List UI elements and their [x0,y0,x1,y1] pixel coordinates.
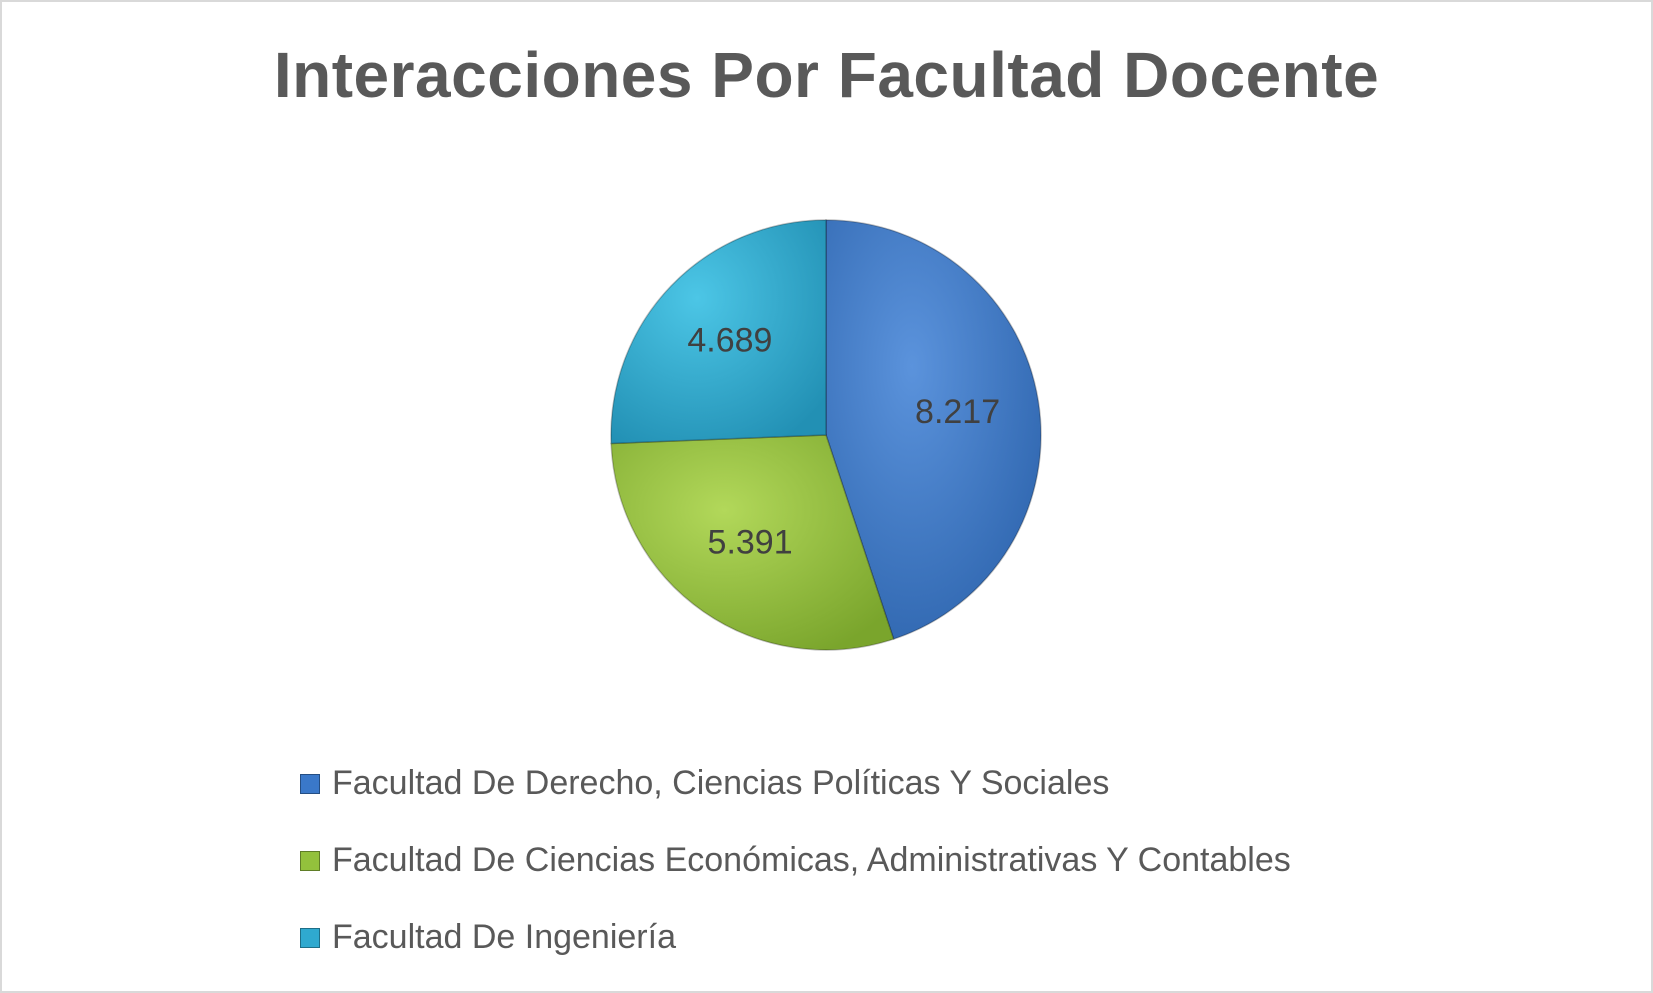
pie-slice-ingenieria [610,219,827,445]
legend-item-derecho: Facultad De Derecho, Ciencias Políticas … [300,745,1291,822]
legend-label-derecho: Facultad De Derecho, Ciencias Políticas … [332,764,1110,802]
legend-swatch-economicas [300,850,320,871]
legend: Facultad De Derecho, Ciencias Políticas … [300,745,1291,976]
chart-title: Interacciones Por Facultad Docente [273,39,1380,111]
legend-label-ingenieria: Facultad De Ingeniería [332,918,676,956]
legend-item-ingenieria: Facultad De Ingeniería [300,899,1291,976]
data-label-ingenieria: 4.689 [687,322,772,360]
legend-swatch-derecho [300,773,320,794]
data-label-derecho: 8.217 [915,393,1000,431]
pie-slice-economicas [610,434,895,651]
legend-label-economicas: Facultad De Ciencias Económicas, Adminis… [332,841,1291,879]
data-label-economicas: 5.391 [708,524,793,562]
legend-swatch-ingenieria [300,927,320,948]
pie-slice-derecho [825,219,1042,641]
legend-item-economicas: Facultad De Ciencias Económicas, Adminis… [300,822,1291,899]
